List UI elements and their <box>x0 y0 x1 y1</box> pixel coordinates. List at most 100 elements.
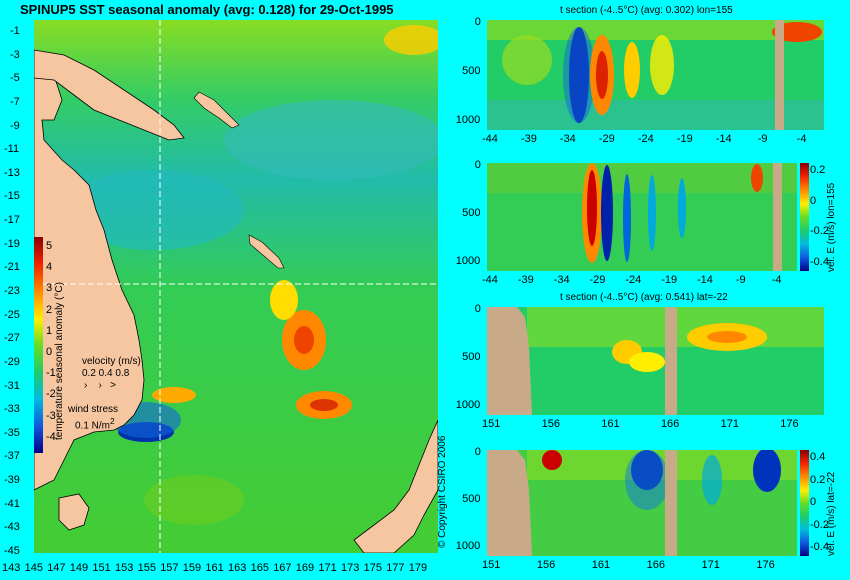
depth-tick-label: 0 <box>474 446 481 458</box>
new-zealand-land <box>353 419 438 553</box>
lat-tick-label: -27 <box>4 332 20 345</box>
lat-tick-label: -29 <box>4 355 20 368</box>
panel1-title: t section (-4..5°C) (avg: 0.302) lon=155 <box>560 5 733 16</box>
section-x-tick-label: 171 <box>701 559 720 571</box>
section-x-tick-label: -29 <box>598 133 615 145</box>
depth-tick-label: 500 <box>462 207 481 219</box>
anomaly-blob <box>384 25 438 55</box>
section-cbar-tick-label: 0 <box>810 496 817 508</box>
section-cbar-tick-label: -0.2 <box>810 225 829 238</box>
lon-tick-label: 163 <box>228 562 247 574</box>
lat-tick-label: -35 <box>4 426 20 439</box>
lat-temp-section <box>487 307 824 415</box>
lat-vel-section <box>487 450 797 556</box>
anomaly-blob <box>64 170 244 250</box>
section-x-tick-label: -34 <box>553 274 570 286</box>
section-x-tick-label: 156 <box>541 418 560 430</box>
lat-tick-label: -45 <box>4 545 20 557</box>
depth-tick-label: 1000 <box>455 540 481 552</box>
colorbar-tick-label: 4 <box>46 261 53 274</box>
section-x-tick-label: -24 <box>637 133 654 145</box>
section-x-tick-label: -14 <box>697 274 713 286</box>
section-cbar-tick-label: -0.4 <box>810 256 829 268</box>
section-x-tick-label: -44 <box>482 274 498 286</box>
section-x-tick-label: 161 <box>591 559 611 571</box>
section-x-tick-label: -24 <box>625 274 642 286</box>
lat-tick-label: -5 <box>10 72 20 85</box>
depth-tick-label: 0 <box>474 159 481 171</box>
lon-tick-label: 161 <box>205 562 224 574</box>
lat-tick-label: -17 <box>4 214 20 227</box>
lon-tick-label: 143 <box>2 562 21 574</box>
lon-tick-label: 147 <box>47 562 66 574</box>
map-title: SPINUP5 SST seasonal anomaly (avg: 0.128… <box>20 2 394 17</box>
depth-tick-label: 1000 <box>455 114 481 126</box>
colorbar-tick-label: 1 <box>46 324 53 337</box>
velocity-scale: 0.2 0.4 0.8 <box>82 368 130 379</box>
lon-tick-label: 167 <box>273 562 292 574</box>
colorbar-tick-label: -1 <box>46 367 56 380</box>
lat-tick-label: -37 <box>4 450 20 463</box>
section-x-tick-label: -19 <box>661 274 678 286</box>
sst-colorbar <box>34 237 43 453</box>
lat-tick-label: -9 <box>10 119 20 132</box>
depth-tick-label: 500 <box>462 493 481 505</box>
anomaly-blob <box>294 326 314 354</box>
lat-tick-label: -13 <box>4 166 20 179</box>
panel2-cbar-label: vel. E (m/s) lon=155 <box>826 182 837 272</box>
panel3-title: t section (-4..5°C) (avg: 0.541) lat=-22 <box>560 292 728 303</box>
wind-stress-label: wind stress <box>68 404 119 415</box>
section-x-tick-label: -39 <box>520 133 537 145</box>
anomaly-blob <box>224 100 438 180</box>
lat-tick-label: -7 <box>10 95 20 108</box>
colorbar-tick-label: 0 <box>46 346 53 358</box>
lon-tick-label: 173 <box>341 562 360 574</box>
solomon-islands <box>193 91 240 129</box>
section-x-tick-label: -34 <box>559 133 576 145</box>
depth-tick-label: 0 <box>474 303 481 315</box>
section-x-tick-label: -4 <box>796 133 807 145</box>
section-x-tick-label: -19 <box>676 133 693 145</box>
section-cbar-tick-label: 0.2 <box>810 164 826 176</box>
lon-tick-label: 157 <box>160 562 179 574</box>
lon-tick-label: 155 <box>137 562 156 574</box>
lat-tick-label: -33 <box>4 403 20 416</box>
anomaly-blob <box>270 280 298 320</box>
section-x-tick-label: 166 <box>646 559 665 571</box>
depth-tick-label: 500 <box>462 65 481 77</box>
section-x-tick-label: -14 <box>715 133 732 145</box>
section-x-tick-label: 161 <box>601 418 620 430</box>
panel2-colorbar <box>800 163 809 271</box>
section-x-tick-label: 166 <box>660 418 680 430</box>
lat-tick-label: -21 <box>4 261 20 274</box>
section-x-tick-label: -39 <box>517 274 534 286</box>
tasmania-land <box>58 493 90 531</box>
lon-tick-label: 145 <box>24 562 43 574</box>
panel4-cbar-label: vel. E (m/s) lat=-22 <box>826 471 837 556</box>
copyright-text: © Copyright CSIRO 2006 <box>437 435 448 548</box>
anomaly-blob <box>152 387 196 403</box>
panel4-colorbar <box>800 450 809 556</box>
section-x-tick-label: 151 <box>482 559 501 571</box>
depth-tick-label: 1000 <box>455 399 481 411</box>
new-caledonia <box>248 234 285 269</box>
lat-tick-label: -19 <box>4 237 20 250</box>
section-x-tick-label: 156 <box>536 559 556 571</box>
section-x-tick-label: 151 <box>482 418 501 430</box>
section-cbar-tick-label: -0.2 <box>810 518 829 531</box>
lon-tick-label: 179 <box>408 562 428 574</box>
section-x-tick-label: 171 <box>720 418 739 430</box>
anomaly-blob <box>310 399 338 411</box>
lat-tick-label: -11 <box>4 143 20 156</box>
lon-vel-section <box>487 163 797 271</box>
lon-temp-section <box>487 20 824 130</box>
section-x-tick-label: 176 <box>780 418 799 430</box>
lat-tick-label: -39 <box>4 474 20 487</box>
lat-tick-label: -31 <box>4 379 20 392</box>
colorbar-tick-label: 2 <box>46 303 53 316</box>
colorbar-tick-label: -2 <box>46 388 56 401</box>
png-land <box>34 49 185 141</box>
section-cbar-tick-label: 0.4 <box>810 451 826 463</box>
colorbar-tick-label: -3 <box>46 409 56 422</box>
australia-land <box>34 61 145 491</box>
